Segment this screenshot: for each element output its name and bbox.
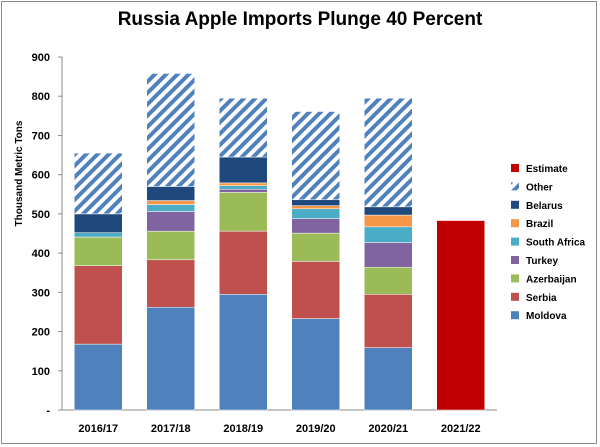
legend-label-azerbaijan: Azerbaijan [526, 274, 577, 285]
x-tick-label: 2020/21 [368, 423, 408, 435]
bar-segment-other [146, 73, 195, 187]
bar-segment-moldova [364, 347, 413, 411]
bar-segment-brazil [364, 214, 413, 228]
legend-label-brazil: Brazil [526, 219, 553, 230]
legend-label-serbia: Serbia [526, 293, 557, 304]
y-tick-label: 500 [32, 209, 50, 221]
bar-segment-south-africa [146, 204, 195, 212]
bar-segment-south-africa [291, 208, 340, 219]
bar-segment-turkey [291, 218, 340, 234]
legend-label-other: Other [526, 182, 553, 193]
bar-segment-brazil [146, 200, 195, 205]
bar-segment-moldova [291, 318, 340, 411]
bar-segment-azerbaijan [146, 230, 195, 261]
legend-label-turkey: Turkey [526, 256, 558, 267]
legend-label-estimate: Estimate [526, 164, 568, 175]
bar-segment-serbia [364, 294, 413, 348]
bar-segment-other [219, 97, 268, 158]
bar-segment-belarus [74, 213, 123, 233]
y-tick-label: 100 [32, 366, 50, 378]
legend-swatch-moldova [511, 311, 519, 320]
chart-title: Russia Apple Imports Plunge 40 Percent [117, 9, 483, 30]
bar-segment-south-africa [364, 226, 413, 243]
legend-label-moldova: Moldova [526, 311, 567, 322]
y-axis-label: Thousand Metric Tons [14, 120, 25, 226]
bar-segment-serbia [146, 259, 195, 308]
x-tick-label: 2019/20 [296, 423, 336, 435]
bar-segment-south-africa [74, 232, 123, 238]
x-tick-label: 2016/17 [78, 423, 118, 435]
legend-swatch-estimate [511, 164, 519, 172]
x-tick-label: 2021/22 [441, 423, 481, 435]
x-tick-label: 2018/19 [223, 423, 263, 435]
bar-segment-other [291, 111, 340, 201]
bar-segment-turkey [219, 188, 268, 193]
bar-segment-azerbaijan [364, 266, 413, 295]
bar-segment-moldova [219, 294, 268, 411]
bar-segment-belarus [291, 199, 340, 206]
legend-swatch-other [511, 182, 519, 191]
bar-segment-azerbaijan [74, 236, 123, 266]
bar-segment-serbia [219, 230, 268, 295]
legend-swatch-brazil [511, 219, 519, 228]
bar-segment-azerbaijan [219, 192, 268, 232]
bar-segment-belarus [219, 156, 268, 184]
legend-label-belarus: Belarus [526, 201, 563, 212]
y-tick-label: 900 [32, 52, 50, 64]
x-tick-label: 2017/18 [151, 423, 191, 435]
legend-swatch-azerbaijan [511, 274, 519, 283]
y-tick-label: 700 [32, 130, 50, 142]
bar-segment-belarus [146, 186, 195, 201]
bar-segment-turkey [146, 211, 195, 232]
bar-segment-serbia [74, 265, 123, 345]
legend-swatch-serbia [511, 292, 519, 301]
y-tick-label: 200 [32, 327, 50, 339]
bar-segment-other [74, 152, 123, 215]
bar-segment-moldova [146, 306, 195, 411]
y-tick-label: 400 [32, 248, 50, 260]
y-tick-label: 800 [32, 91, 50, 103]
bar-segment-belarus [364, 206, 413, 216]
bar-segment-south-africa [219, 185, 268, 190]
bar-segment-brazil [219, 182, 268, 186]
bar-segment-other [364, 97, 413, 208]
y-tick-label: 600 [32, 170, 50, 182]
y-tick-label: 300 [32, 287, 50, 299]
legend-swatch-turkey [511, 256, 519, 264]
bar-segment-brazil [291, 205, 340, 210]
bar-segment-turkey [364, 242, 413, 268]
y-tick-label: - [46, 405, 50, 417]
bar-segment-estimate [436, 220, 485, 411]
bar-segment-azerbaijan [291, 232, 340, 262]
legend-swatch-south-africa [511, 237, 519, 246]
legend-label-south-africa: South Africa [526, 238, 586, 249]
bar-segment-moldova [74, 343, 123, 411]
bar-segment-serbia [291, 261, 340, 319]
legend-swatch-belarus [511, 200, 519, 209]
